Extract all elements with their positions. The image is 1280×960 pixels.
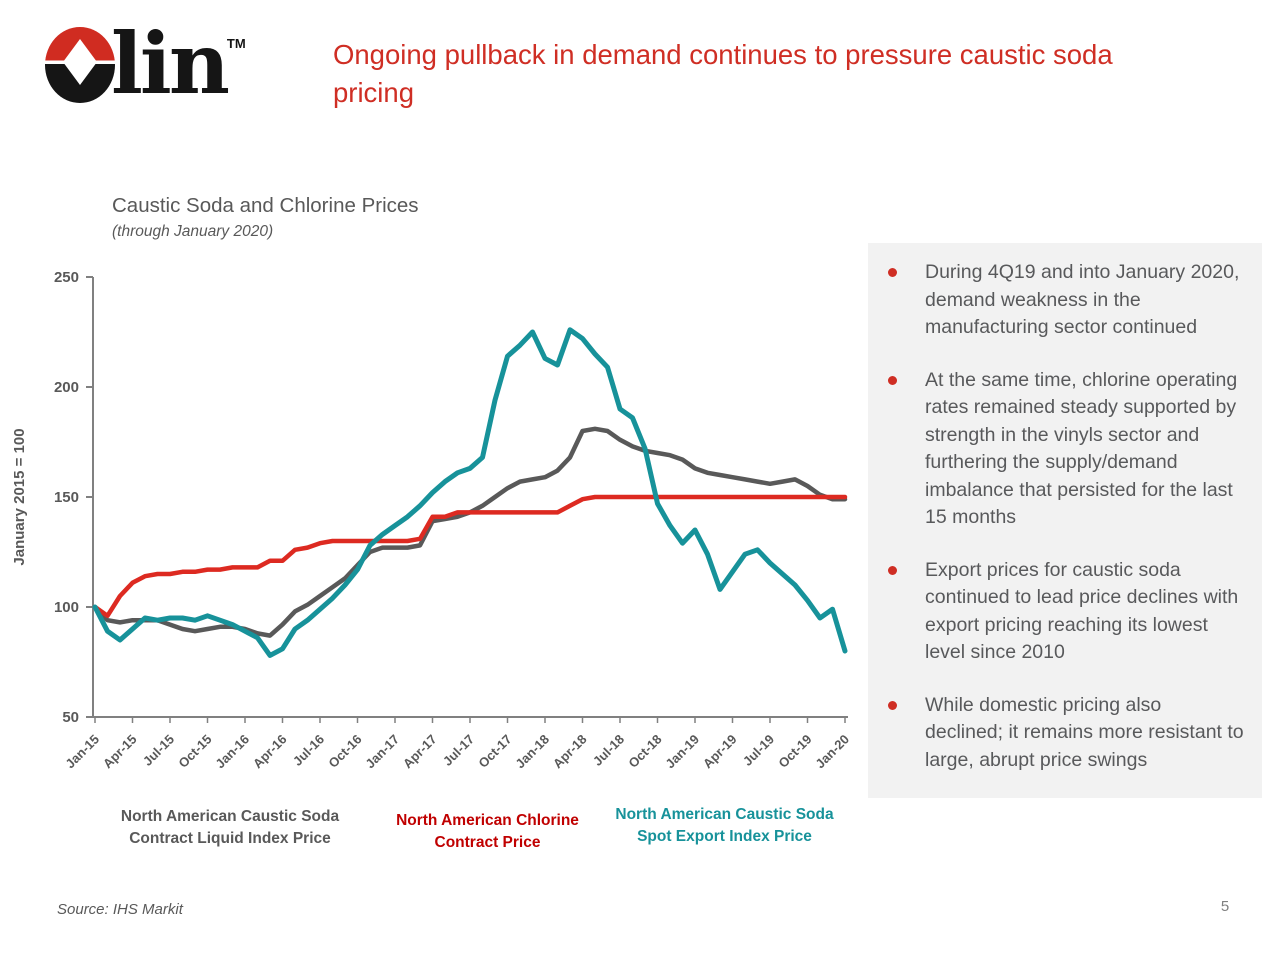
legend-caustic-spot-export: North American Caustic Soda Spot Export … [602, 804, 847, 848]
svg-text:50: 50 [62, 709, 79, 726]
chart-subheading: (through January 2020) [112, 223, 274, 240]
svg-text:250: 250 [54, 269, 79, 286]
series-0 [92, 426, 848, 638]
svg-text:Oct-15: Oct-15 [175, 732, 214, 771]
svg-text:Jul-17: Jul-17 [440, 732, 477, 769]
legend-caustic-contract: North American Caustic Soda Contract Liq… [100, 806, 360, 850]
page-number: 5 [1220, 898, 1230, 915]
svg-text:Oct-16: Oct-16 [325, 732, 364, 771]
svg-text:Jan-15: Jan-15 [62, 732, 102, 772]
series-1 [92, 494, 848, 619]
svg-text:Jan-16: Jan-16 [212, 732, 252, 772]
legend-caustic-contract-line2: Contract Liquid Index Price [129, 830, 331, 847]
bullet-item: At the same time, chlorine operating rat… [888, 367, 1244, 532]
bullet-text: During 4Q19 and into January 2020, deman… [925, 261, 1240, 338]
svg-text:Jul-19: Jul-19 [740, 732, 777, 769]
svg-text:Jan-17: Jan-17 [362, 732, 402, 772]
svg-text:Oct-17: Oct-17 [475, 732, 514, 771]
series-2 [92, 327, 848, 658]
legend-chlorine-contract: North American Chlorine Contract Price [370, 810, 605, 854]
bullet-dot-icon [888, 700, 897, 710]
svg-text:Jan-18: Jan-18 [512, 732, 552, 772]
svg-text:Jul-16: Jul-16 [290, 732, 327, 769]
legend-chlorine-contract-line1: North American Chlorine [396, 812, 579, 829]
olin-logo-wordmark: lin [111, 14, 230, 113]
bullet-text: While domestic pricing also declined; it… [925, 693, 1244, 771]
svg-text:Apr-15: Apr-15 [100, 732, 140, 772]
svg-text:200: 200 [54, 379, 79, 396]
source-note: Source: IHS Markit [57, 901, 183, 918]
svg-text:Apr-18: Apr-18 [550, 732, 590, 772]
svg-text:Jul-15: Jul-15 [140, 732, 177, 769]
svg-text:Jul-18: Jul-18 [590, 732, 627, 769]
svg-text:Apr-16: Apr-16 [250, 732, 290, 772]
slide-title: Ongoing pullback in demand continues to … [333, 39, 1113, 108]
svg-text:Oct-18: Oct-18 [625, 732, 664, 771]
bullet-dot-icon [888, 375, 897, 385]
bullet-item: During 4Q19 and into January 2020, deman… [888, 259, 1244, 342]
legend-caustic-spot-export-line1: North American Caustic Soda [615, 806, 834, 823]
svg-text:January 2015 = 100: January 2015 = 100 [11, 428, 28, 565]
svg-text:150: 150 [54, 489, 79, 506]
svg-text:Apr-17: Apr-17 [400, 732, 440, 772]
svg-text:100: 100 [54, 599, 79, 616]
bullet-text: Export prices for caustic soda continued… [925, 558, 1239, 664]
olin-logo-circle-icon [45, 27, 115, 103]
chart-heading: Caustic Soda and Chlorine Prices [112, 194, 419, 217]
legend-chlorine-contract-line2: Contract Price [434, 834, 541, 851]
legend-caustic-spot-export-line2: Spot Export Index Price [637, 828, 812, 845]
svg-text:Jan-19: Jan-19 [662, 732, 702, 772]
bullet-item: Export prices for caustic soda continued… [888, 557, 1244, 667]
svg-text:Oct-19: Oct-19 [775, 732, 814, 771]
trademark-symbol: TM [226, 36, 246, 51]
legend-caustic-contract-line1: North American Caustic Soda [120, 808, 340, 825]
bullet-item: While domestic pricing also declined; it… [888, 692, 1244, 775]
olin-logo: lin TM [45, 22, 246, 106]
commentary-panel: During 4Q19 and into January 2020, deman… [868, 243, 1262, 798]
svg-text:Jan-20: Jan-20 [812, 732, 852, 772]
bullet-dot-icon [888, 268, 897, 277]
bullet-text: At the same time, chlorine operating rat… [925, 368, 1238, 529]
bullet-dot-icon [888, 565, 897, 575]
svg-text:Apr-19: Apr-19 [700, 732, 740, 772]
